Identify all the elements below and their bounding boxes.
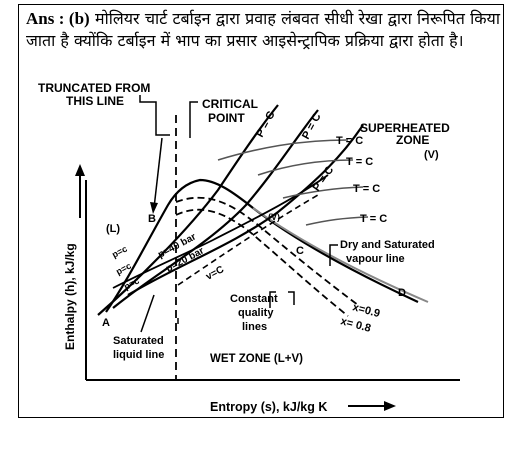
p-c-label-2: P = C — [300, 111, 324, 141]
answer-prefix: Ans : (b) — [26, 9, 90, 28]
liquid-zone-label: (L) — [106, 223, 120, 235]
superheated-label-3: (V) — [424, 149, 439, 161]
t-c-label-3: T = C — [353, 183, 380, 195]
lv-label: (V) — [268, 212, 280, 222]
point-d-label: D — [398, 287, 406, 299]
t-c-label-1: T = C — [336, 135, 363, 147]
x08-label: x= 0.8 — [339, 315, 372, 335]
pressure-line-2 — [112, 109, 319, 309]
constant-quality-pointer — [269, 291, 276, 308]
constant-quality-pointer-2 — [288, 291, 295, 305]
dry-saturated-pointer — [329, 244, 338, 266]
temperature-line-1 — [217, 139, 349, 161]
point-b-label: B — [148, 213, 156, 225]
saturated-liquid-label-2: liquid line — [113, 349, 164, 361]
const-quality-label-1: Constant — [230, 293, 278, 305]
temperature-line-4 — [305, 216, 369, 226]
temperature-line-3 — [282, 186, 364, 199]
mollier-diagram: TRUNCATED FROM THIS LINE CRITICAL POINT … — [38, 81, 460, 414]
pressure-line-1 — [97, 104, 279, 316]
y-axis-arrowhead — [75, 164, 85, 176]
p-c-left-label-1: p=c — [110, 244, 129, 260]
critical-label-1: CRITICAL — [202, 97, 258, 111]
saturation-dome — [105, 178, 419, 313]
point-c-label: C — [296, 245, 304, 257]
answer-explanation: मोलियर चार्ट टर्बाइन द्वारा प्रवाह लंबवत… — [26, 9, 500, 50]
truncated-label-1: TRUNCATED FROM — [38, 81, 150, 95]
pressure-line-40bar — [112, 174, 329, 289]
temperature-line-2 — [257, 159, 354, 176]
t-c-label-4: T = C — [360, 213, 387, 225]
const-quality-label-2: quality — [238, 307, 274, 319]
superheated-label-2: ZONE — [396, 133, 429, 147]
x-axis-label: Entropy (s), kJ/kg K — [210, 400, 327, 414]
dry-saturated-vapour-line — [252, 207, 429, 303]
dry-sat-label-1: Dry and Saturated — [340, 239, 435, 251]
truncated-bracket — [139, 95, 170, 136]
x-axis-arrowhead — [384, 401, 396, 411]
t-c-label-2: T = C — [346, 156, 373, 168]
truncated-label-2: THIS LINE — [66, 94, 124, 108]
superheated-label-1: SUPERHEATED — [360, 121, 450, 135]
saturated-liquid-pointer — [140, 294, 155, 333]
const-quality-label-3: lines — [242, 321, 267, 333]
critical-pointer — [153, 137, 163, 209]
dry-sat-label-2: vapour line — [346, 253, 405, 265]
critical-pointer-head — [150, 202, 158, 214]
x09-label: x=0.9 — [351, 301, 381, 320]
y-axis-label: Enthalpy (h), kJ/kg — [63, 243, 77, 350]
v-c-label: v=C — [204, 264, 226, 282]
critical-label-2: POINT — [208, 111, 245, 125]
critical-bracket — [189, 101, 198, 138]
answer-text-block: Ans : (b) मोलियर चार्ट टर्बाइन द्वारा प्… — [26, 8, 500, 52]
p-c-label-1: P = C — [254, 109, 278, 139]
pressure-line-3 — [127, 124, 364, 296]
answer-frame — [18, 4, 504, 418]
point-a-label: A — [102, 317, 110, 329]
wet-zone-label: WET ZONE (L+V) — [210, 353, 303, 365]
saturated-liquid-label-1: Saturated — [113, 335, 164, 347]
volume-line — [177, 194, 319, 286]
